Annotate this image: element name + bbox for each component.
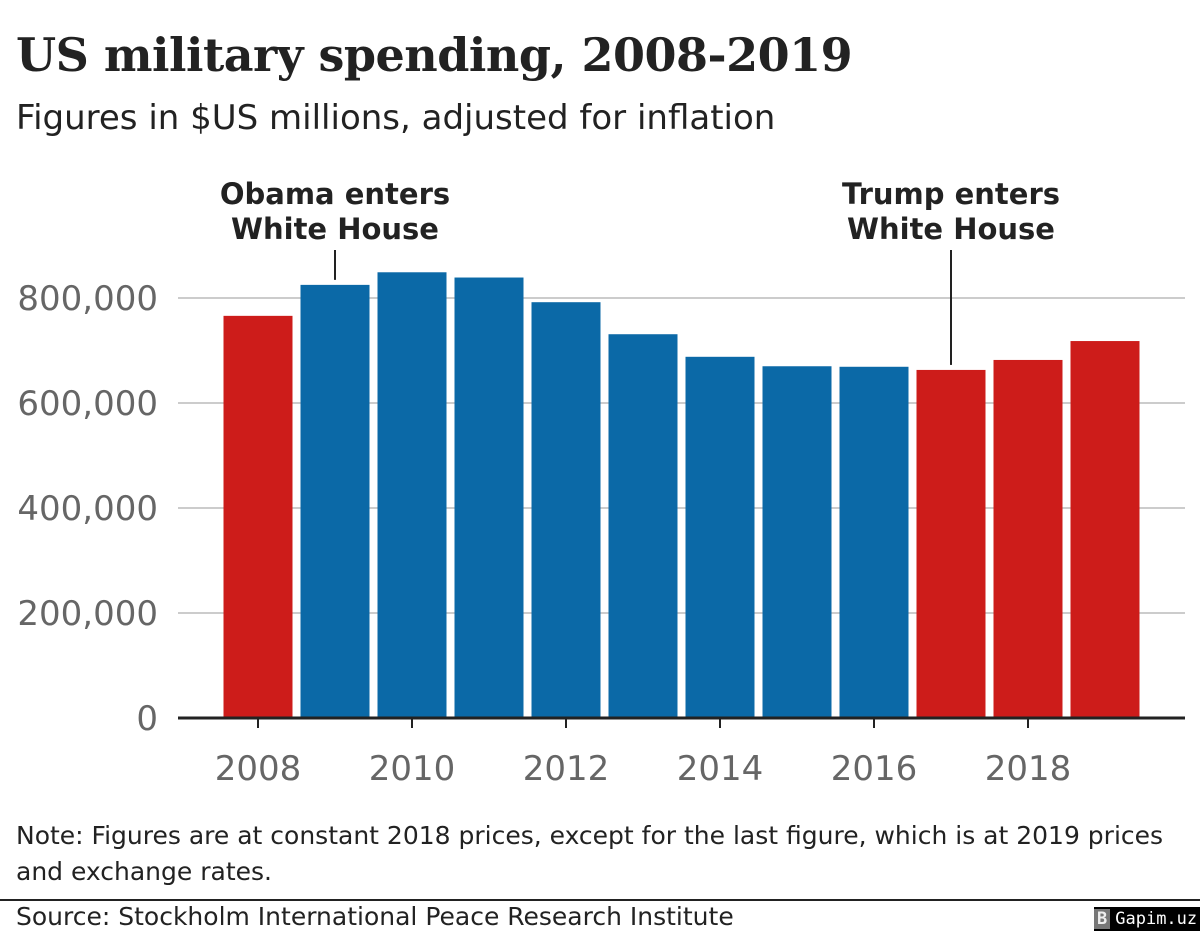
bar-2016 (839, 366, 909, 718)
x-tick-label: 2016 (831, 749, 918, 789)
y-tick-label: 0 (136, 699, 158, 739)
annotation-label: White House (231, 212, 439, 246)
chart-note: Note: Figures are at constant 2018 price… (16, 821, 1164, 886)
chart-subtitle: Figures in $US millions, adjusted for in… (16, 98, 776, 138)
chart-title: US military spending, 2008-2019 (16, 28, 853, 82)
bar-2015 (762, 366, 832, 718)
bar-2019 (1070, 341, 1140, 718)
watermark-text: Gapim.uz (1115, 909, 1198, 929)
bar-2010 (377, 272, 447, 718)
x-tick-label: 2014 (677, 749, 764, 789)
y-tick-label: 600,000 (17, 384, 158, 424)
y-tick-label: 200,000 (17, 594, 158, 634)
bar-2011 (454, 277, 524, 718)
bar-2009 (300, 284, 370, 718)
x-tick-label: 2008 (215, 749, 302, 789)
annotation-label: Obama enters (220, 177, 450, 211)
x-tick-label: 2010 (369, 749, 456, 789)
bar-2013 (608, 334, 678, 718)
bar-2014 (685, 356, 755, 718)
bar-2018 (993, 359, 1063, 718)
logo-icon: B (1094, 909, 1111, 929)
annotation-label: White House (847, 212, 1055, 246)
y-tick-label: 800,000 (17, 279, 158, 319)
x-tick-label: 2012 (523, 749, 610, 789)
bar-2012 (531, 302, 601, 718)
source-text: Source: Stockholm International Peace Re… (16, 902, 734, 931)
bar-chart: 0 200,000 400,000 600,000 800,000 2008 2010 201… (17, 177, 1185, 789)
bar-2017 (916, 369, 986, 718)
annotation-label: Trump enters (842, 177, 1060, 211)
bar-2008 (223, 315, 293, 718)
x-tick-label: 2018 (985, 749, 1072, 789)
divider (0, 899, 1200, 901)
y-tick-label: 400,000 (17, 489, 158, 529)
watermark-logo: B Gapim.uz (1094, 907, 1200, 931)
